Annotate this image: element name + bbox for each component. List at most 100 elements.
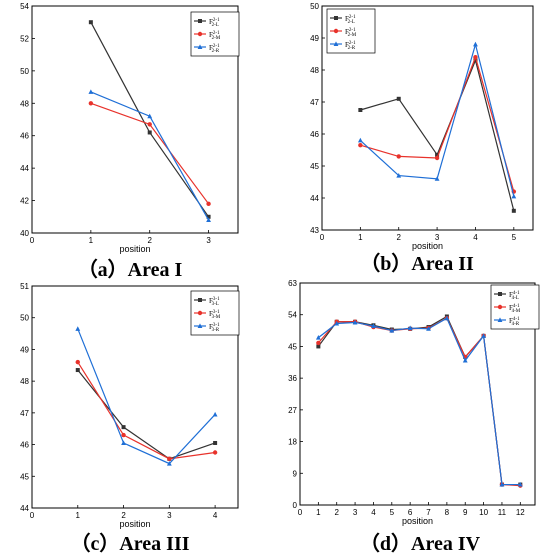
data-point [206, 201, 211, 207]
y-tick-label: 48 [310, 66, 319, 75]
x-tick-label: 9 [463, 508, 468, 517]
y-tick-label: 42 [20, 197, 29, 206]
x-tick-label: 3 [167, 511, 172, 520]
data-point [499, 481, 505, 487]
x-tick-label: 1 [76, 511, 81, 520]
y-tick-label: 0 [293, 501, 298, 510]
series-line-2 [317, 317, 521, 487]
data-point [121, 425, 126, 430]
x-tick-label: 8 [445, 508, 450, 517]
y-tick-label: 44 [20, 164, 29, 173]
y-tick-label: 36 [288, 374, 297, 383]
data-point [88, 20, 93, 25]
data-point [517, 481, 523, 487]
legend-label: F2-1 2-L [345, 15, 356, 25]
data-point [213, 440, 218, 445]
legend: F3-1 3-L F3-1 3-M F3-1 3-R [190, 290, 240, 336]
data-point [212, 411, 218, 417]
x-tick-label: 4 [473, 233, 478, 242]
data-point [121, 432, 126, 438]
legend-marker [198, 19, 202, 23]
y-tick-label: 50 [20, 67, 29, 76]
legend-marker [498, 292, 502, 296]
legend-marker [334, 16, 338, 20]
data-point [167, 456, 172, 462]
x-axis-label: position [119, 244, 150, 254]
y-tick-label: 54 [20, 2, 29, 11]
data-point [212, 450, 218, 455]
y-tick-label: 50 [310, 2, 319, 11]
y-tick-label: 49 [20, 345, 29, 354]
data-point [511, 193, 517, 199]
legend-label: F4-1 4-L [509, 291, 520, 301]
data-point [88, 89, 94, 94]
legend-marker [197, 310, 203, 316]
legend-label: F2-1 2-M [345, 28, 357, 38]
plot-frame [31, 285, 239, 509]
y-tick-label: 43 [310, 226, 319, 235]
legend: F4-1 4-L F4-1 4-M F4-1 4-R [490, 284, 540, 330]
plot-frame [321, 5, 534, 231]
data-point [316, 340, 321, 346]
data-point [147, 122, 152, 127]
y-tick-label: 46 [20, 132, 29, 141]
legend-marker [197, 323, 203, 328]
legend-marker [198, 298, 202, 302]
x-tick-label: 1 [89, 236, 94, 245]
plot-frame [299, 282, 536, 506]
y-tick-label: 49 [310, 34, 319, 43]
y-tick-label: 50 [20, 314, 29, 323]
x-tick-label: 2 [121, 511, 126, 520]
legend-marker [197, 44, 203, 49]
x-tick-label: 12 [516, 508, 525, 517]
x-tick-label: 7 [426, 508, 431, 517]
series-line-3 [90, 91, 210, 221]
x-tick-label: 6 [408, 508, 413, 517]
legend-label: F2-1 2-R [209, 44, 220, 54]
y-tick-label: 9 [293, 469, 298, 478]
data-point [352, 319, 358, 325]
data-point [389, 327, 395, 333]
legend-label: F3-1 3-M [209, 310, 221, 320]
x-axis-label: position [119, 519, 150, 529]
y-tick-label: 27 [288, 406, 297, 415]
panel-caption: （c）Area III [70, 532, 189, 555]
y-tick-label: 46 [310, 130, 319, 139]
legend-label: F2-1 2-L [209, 18, 220, 28]
data-point [357, 137, 363, 143]
data-point [75, 326, 81, 331]
y-tick-label: 54 [288, 311, 297, 320]
y-tick-label: 48 [20, 377, 29, 386]
x-tick-label: 0 [298, 508, 303, 517]
data-point [473, 41, 478, 47]
series-line-1 [317, 315, 521, 486]
legend-marker [497, 317, 503, 322]
legend-marker [197, 31, 203, 37]
data-point [434, 155, 440, 161]
y-tick-label: 52 [20, 34, 29, 43]
data-point [473, 58, 478, 63]
data-point [147, 130, 152, 135]
data-point [75, 359, 80, 365]
y-tick-label: 45 [288, 342, 297, 351]
data-point [147, 113, 153, 119]
data-point [316, 344, 321, 349]
data-point [358, 108, 363, 112]
data-point [426, 326, 431, 331]
x-tick-label: 2 [147, 236, 152, 245]
x-tick-label: 1 [316, 508, 321, 517]
x-tick-label: 3 [353, 508, 358, 517]
data-point [315, 335, 321, 340]
legend-label: F4-1 4-M [509, 304, 521, 314]
data-point [396, 173, 402, 178]
legend-label: F4-1 4-R [509, 317, 520, 327]
data-point [473, 55, 478, 60]
data-point [334, 320, 340, 326]
x-tick-label: 5 [390, 508, 395, 517]
y-tick-label: 18 [288, 438, 297, 447]
data-point [396, 154, 401, 159]
